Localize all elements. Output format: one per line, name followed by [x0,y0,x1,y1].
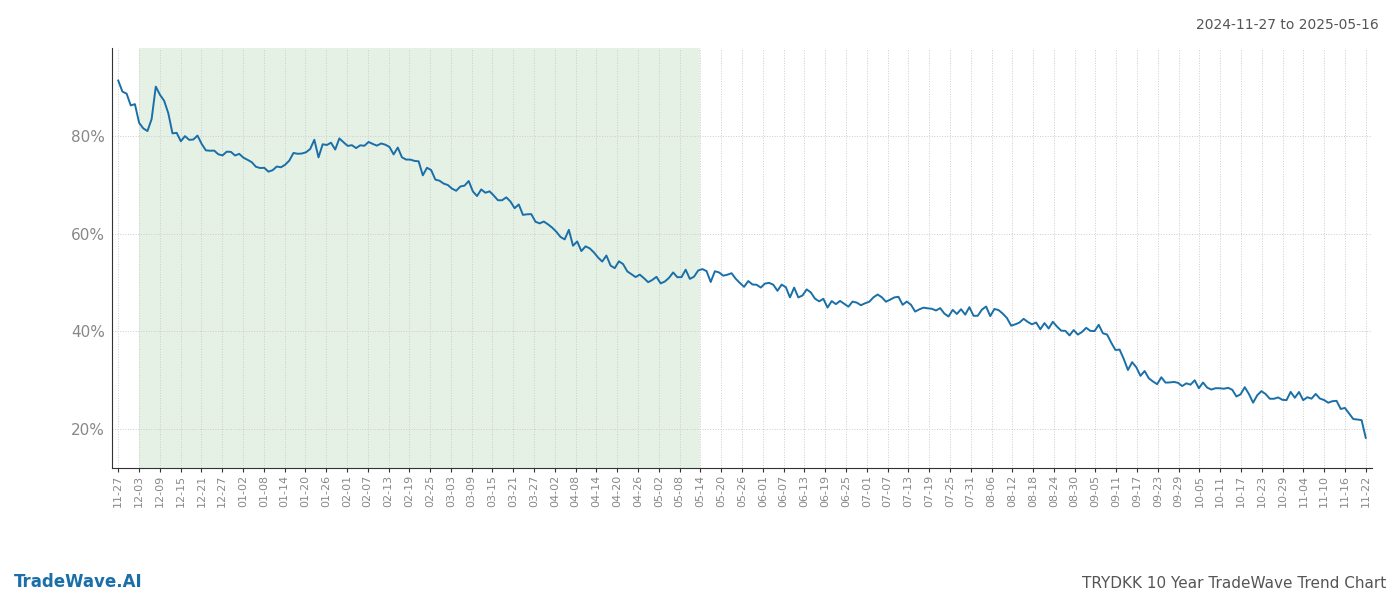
Bar [139,48,700,468]
Text: TRYDKK 10 Year TradeWave Trend Chart: TRYDKK 10 Year TradeWave Trend Chart [1082,576,1386,591]
Text: 2024-11-27 to 2025-05-16: 2024-11-27 to 2025-05-16 [1196,18,1379,32]
Text: TradeWave.AI: TradeWave.AI [14,573,143,591]
